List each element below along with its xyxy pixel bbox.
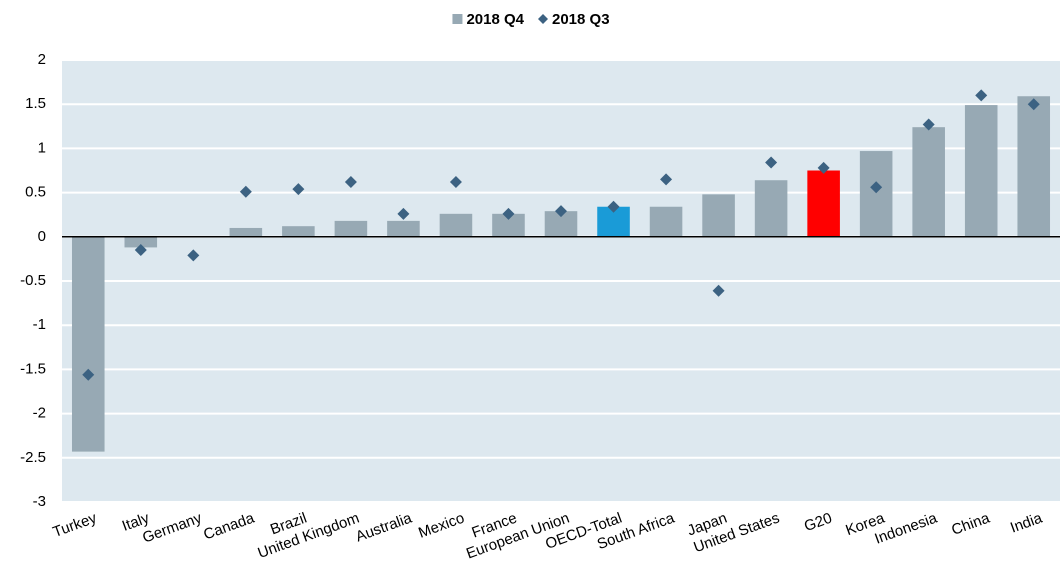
bar [71,236,105,452]
bar [492,213,525,237]
bar [124,236,158,248]
bar [439,213,473,237]
x-tick-label: China [949,509,992,539]
y-tick-label: 1 [38,139,46,156]
y-tick-label: 0 [38,228,46,245]
legend-swatch [452,14,463,24]
x-tick-label: Canada [201,509,257,543]
x-tick-label: Mexico [416,510,466,542]
y-tick-label: -3 [33,493,46,510]
bar [1017,96,1051,237]
marker [1027,98,1040,111]
legend-swatch [538,14,548,24]
bar [334,220,368,237]
legend-label: 2018 Q4 [466,11,524,28]
bar [912,127,945,237]
marker [449,175,462,188]
y-tick-label: -2.5 [20,449,46,466]
x-tick-label: India [1008,509,1045,536]
marker [187,249,200,262]
bar [859,151,893,237]
marker [660,173,673,186]
marker [555,205,567,218]
bar [229,227,263,237]
x-tick-label: United Kingdom [256,510,362,562]
legend: 2018 Q4 2018 Q3 [452,11,610,28]
bar [964,105,998,237]
bar [649,206,683,237]
marker [922,118,935,131]
marker [817,161,830,174]
marker [134,244,147,257]
x-tick-label: Turkey [51,509,100,541]
y-tick-label: -0.5 [20,272,46,289]
bar [282,226,315,237]
y-tick-label: 2 [38,51,46,68]
marker [765,156,778,169]
marker [292,183,305,196]
marker [975,89,988,102]
y-tick-label: -2 [33,405,46,422]
bar [702,194,735,237]
y-tick-label: 0.5 [25,184,46,201]
bar [754,180,788,237]
bar [807,170,840,237]
marker [870,181,883,194]
y-tick-label: 1.5 [25,95,46,112]
marker [239,185,252,198]
marker [344,175,357,188]
marker [397,207,410,220]
y-tick-label: -1 [33,316,46,333]
marker [712,284,725,297]
y-tick-label: -1.5 [20,360,46,377]
x-tick-label: G20 [802,510,834,536]
marker [607,200,620,213]
marker [82,368,95,381]
x-tick-label: Germany [140,509,204,546]
bar [387,220,420,237]
marker [502,207,515,220]
x-tick-label: Australia [353,509,414,545]
legend-label: 2018 Q3 [552,11,610,28]
